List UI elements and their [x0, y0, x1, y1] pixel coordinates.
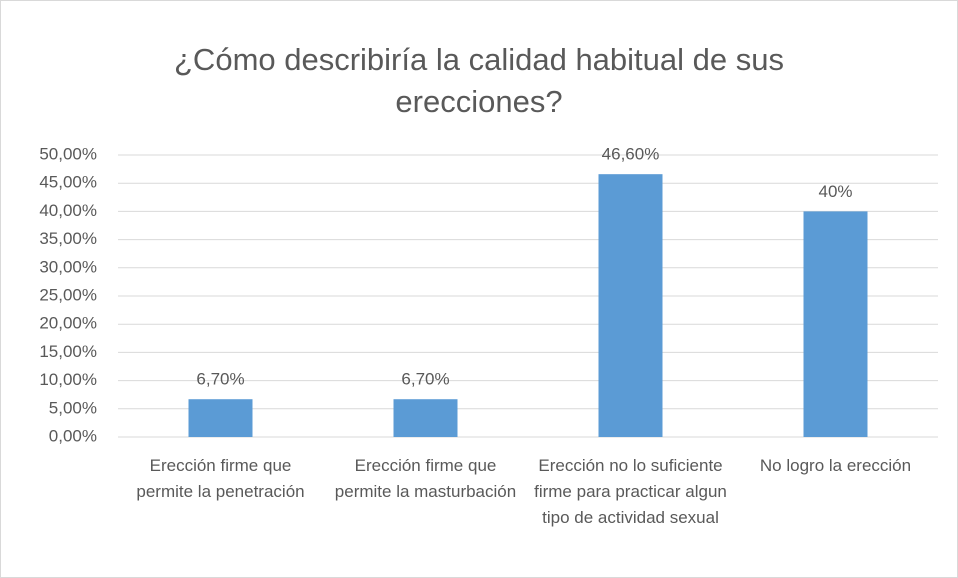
x-tick-label: No logro la erección	[760, 456, 911, 475]
chart-title: ¿Cómo describiría la calidad habitual de…	[174, 42, 784, 119]
text-line: ¿Cómo describiría la calidad habitual de…	[174, 42, 784, 77]
text-line: Erección no lo suficiente	[538, 456, 722, 475]
data-label: 6,70%	[401, 370, 449, 389]
y-tick-label: 50,00%	[39, 144, 97, 163]
data-label: 40%	[818, 182, 852, 201]
y-tick-label: 0,00%	[49, 426, 97, 445]
x-tick-label: Erección no lo suficiente firme para prac…	[534, 456, 727, 527]
text-line: erecciones?	[395, 84, 562, 119]
text-line: tipo de actividad sexual	[542, 508, 719, 527]
data-label: 6,70%	[196, 370, 244, 389]
bar	[598, 174, 663, 437]
bar	[393, 399, 458, 437]
x-tick-label: Erección firme que permite la penetración	[136, 456, 304, 501]
y-tick-label: 35,00%	[39, 229, 97, 248]
y-tick-label: 40,00%	[39, 201, 97, 220]
data-label: 46,60%	[602, 145, 660, 164]
text-line: Erección firme que	[355, 456, 497, 475]
y-tick-label: 5,00%	[49, 398, 97, 417]
text-line: Erección firme que	[150, 456, 292, 475]
y-tick-label: 15,00%	[39, 342, 97, 361]
text-line: permite la penetración	[136, 482, 304, 501]
x-tick-label: Erección firme que permite la masturbació…	[335, 456, 516, 501]
y-tick-label: 10,00%	[39, 370, 97, 389]
y-tick-label: 25,00%	[39, 285, 97, 304]
y-tick-label: 20,00%	[39, 314, 97, 333]
y-tick-label: 30,00%	[39, 257, 97, 276]
y-tick-label: 45,00%	[39, 173, 97, 192]
text-line: permite la masturbación	[335, 482, 516, 501]
bar	[188, 399, 253, 437]
text-line: firme para practicar algun	[534, 482, 727, 501]
bar	[803, 211, 868, 437]
text-line: No logro la erección	[760, 456, 911, 475]
